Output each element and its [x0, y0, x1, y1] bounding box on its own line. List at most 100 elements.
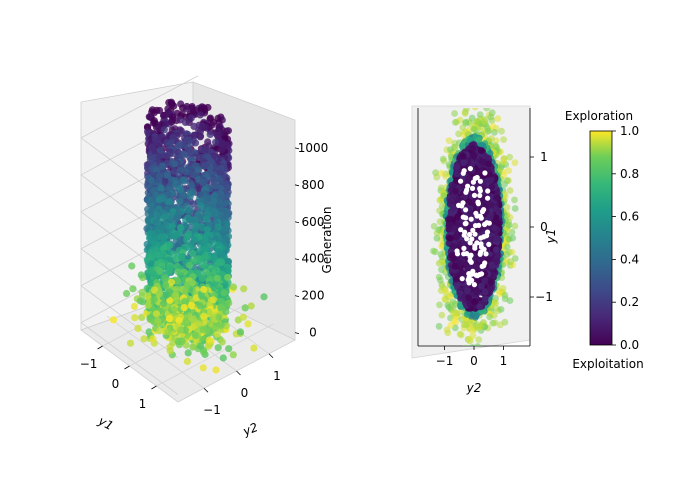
point-top-view [501, 295, 509, 303]
point-3d [191, 236, 199, 244]
point-3d [162, 212, 170, 220]
point-top-view [450, 317, 458, 325]
point-top-view [481, 152, 488, 160]
point-3d [202, 215, 210, 223]
point-3d [177, 254, 185, 262]
x-tick-label: 0 [112, 377, 120, 391]
point-3d [186, 192, 194, 201]
point-top-view [473, 119, 481, 126]
point-top-view [511, 196, 518, 204]
point-3d [198, 178, 206, 186]
highlight-point [477, 271, 483, 278]
point-top-view [479, 158, 487, 166]
ylabel-2d: y1 [544, 229, 558, 245]
point-3d [161, 274, 169, 282]
highlight-point [465, 183, 471, 189]
z-tick-mark [294, 258, 300, 261]
point-top-view [463, 311, 471, 318]
point-3d [167, 278, 176, 286]
point-3d [152, 310, 161, 318]
point-3d [150, 117, 158, 125]
point-3d [191, 139, 200, 147]
point-3d [160, 233, 168, 241]
point-3d [123, 289, 131, 298]
point-3d [147, 176, 155, 184]
point-top-view [433, 234, 441, 242]
point-3d [162, 120, 170, 128]
point-3d [187, 301, 195, 310]
point-top-view [431, 248, 439, 256]
point-3d [156, 251, 164, 259]
point-3d [165, 198, 173, 206]
highlight-point [467, 254, 473, 260]
point-top-view [484, 125, 491, 133]
point-top-view [474, 288, 481, 296]
point-3d [126, 339, 135, 347]
point-top-view [452, 187, 459, 195]
point-top-view [486, 236, 493, 244]
point-3d [156, 146, 164, 154]
z-tick-label: 400 [302, 252, 325, 266]
point-3d [147, 260, 155, 268]
point-top-view [506, 187, 514, 194]
point-3d [175, 171, 183, 179]
colorbar: 0.00.20.40.60.81.0 Exploration Exploitat… [565, 109, 644, 371]
point-top-view [460, 159, 467, 167]
x-tick-mark [151, 385, 157, 390]
point-3d [189, 250, 197, 258]
point-3d [213, 274, 221, 282]
point-top-view [481, 277, 489, 285]
highlight-point [461, 245, 467, 251]
point-3d [229, 351, 237, 359]
z-tick-mark [294, 295, 300, 298]
point-3d [212, 182, 220, 190]
point-top-view [446, 215, 454, 223]
colorbar-tick-label: 0.6 [620, 210, 639, 224]
point-top-view [485, 160, 492, 168]
point-3d [197, 202, 205, 210]
point-3d [216, 169, 224, 177]
point-top-view [494, 252, 502, 259]
z-tick-mark [294, 147, 300, 150]
point-top-view [505, 221, 513, 229]
point-3d [170, 102, 178, 110]
highlight-point [454, 251, 461, 257]
point-3d [200, 285, 208, 294]
grid-line-z [80, 322, 179, 395]
point-3d [218, 146, 226, 154]
highlight-point [464, 236, 470, 242]
point-3d [222, 308, 230, 316]
point-3d [155, 196, 163, 204]
point-3d [224, 273, 232, 281]
highlight-point [472, 243, 478, 249]
highlight-point [473, 210, 479, 216]
point-top-view [500, 158, 507, 166]
point-3d [179, 192, 187, 200]
point-top-view [438, 258, 446, 266]
point-3d [185, 261, 193, 269]
point-3d [155, 290, 163, 298]
point-3d [196, 302, 204, 310]
colorbar-gradient [589, 130, 613, 346]
point-3d [183, 281, 191, 289]
highlight-point [456, 202, 462, 208]
point-top-view [470, 151, 477, 159]
point-3d [138, 288, 146, 296]
point-3d [213, 132, 222, 140]
point-top-view [442, 287, 449, 294]
point-top-view [486, 171, 494, 179]
x-tick-label: −1 [80, 357, 98, 371]
point-top-view [454, 213, 461, 221]
point-top-view [474, 343, 482, 346]
point-top-view [481, 295, 489, 303]
point-top-view [446, 292, 454, 300]
point-3d [149, 335, 157, 343]
highlight-point [482, 170, 488, 176]
y-tick-label: 1 [273, 369, 281, 383]
highlight-point [484, 233, 490, 239]
point-top-view [475, 95, 482, 102]
point-3d [128, 262, 136, 270]
point-3d [214, 223, 222, 231]
point-3d [206, 130, 214, 138]
point-top-view [452, 119, 459, 126]
